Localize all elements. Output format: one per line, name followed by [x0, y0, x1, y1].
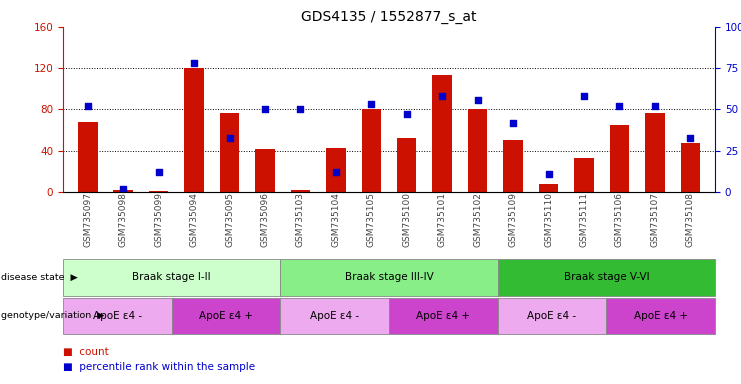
Text: GSM735107: GSM735107: [651, 192, 659, 247]
Bar: [255, 149, 275, 192]
Text: Braak stage I-II: Braak stage I-II: [133, 272, 211, 283]
Text: Braak stage III-IV: Braak stage III-IV: [345, 272, 433, 283]
Point: [224, 134, 236, 141]
Bar: [326, 147, 345, 192]
Bar: [498, 298, 606, 334]
Bar: [290, 190, 310, 192]
Text: ■  count: ■ count: [63, 347, 109, 357]
Text: GSM735097: GSM735097: [83, 192, 93, 247]
Text: GSM735102: GSM735102: [473, 192, 482, 247]
Point: [294, 106, 306, 113]
Bar: [149, 191, 168, 192]
Bar: [433, 75, 452, 192]
Text: GSM735098: GSM735098: [119, 192, 127, 247]
Bar: [220, 113, 239, 192]
Point: [685, 134, 697, 141]
Text: GSM735109: GSM735109: [508, 192, 517, 247]
Bar: [389, 298, 498, 334]
Text: ApoE ε4 -: ApoE ε4 -: [310, 311, 359, 321]
Text: GSM735104: GSM735104: [331, 192, 340, 247]
Bar: [503, 141, 523, 192]
Text: GSM735108: GSM735108: [685, 192, 695, 247]
Text: ApoE ε4 +: ApoE ε4 +: [416, 311, 471, 321]
Bar: [185, 68, 204, 192]
Bar: [468, 109, 488, 192]
Bar: [539, 184, 558, 192]
Text: disease state  ▶: disease state ▶: [1, 273, 79, 282]
Bar: [680, 144, 700, 192]
Bar: [498, 259, 715, 296]
Text: GSM735096: GSM735096: [261, 192, 270, 247]
Text: ApoE ε4 -: ApoE ε4 -: [93, 311, 142, 321]
Bar: [606, 298, 715, 334]
Text: GSM735105: GSM735105: [367, 192, 376, 247]
Text: GSM735106: GSM735106: [615, 192, 624, 247]
Text: GSM735111: GSM735111: [579, 192, 588, 247]
Text: GSM735110: GSM735110: [544, 192, 553, 247]
Text: ApoE ε4 -: ApoE ε4 -: [528, 311, 576, 321]
Point: [188, 60, 200, 66]
Bar: [397, 138, 416, 192]
Point: [117, 185, 129, 192]
Bar: [63, 259, 280, 296]
Point: [614, 103, 625, 109]
Point: [82, 103, 93, 109]
Text: GSM735100: GSM735100: [402, 192, 411, 247]
Bar: [280, 298, 389, 334]
Bar: [610, 125, 629, 192]
Text: ApoE ε4 +: ApoE ε4 +: [634, 311, 688, 321]
Point: [401, 111, 413, 118]
Bar: [172, 298, 280, 334]
Point: [472, 96, 484, 103]
Bar: [78, 122, 98, 192]
Text: genotype/variation  ▶: genotype/variation ▶: [1, 311, 105, 320]
Text: ■  percentile rank within the sample: ■ percentile rank within the sample: [63, 362, 255, 372]
Bar: [280, 259, 498, 296]
Bar: [645, 113, 665, 192]
Text: GSM735101: GSM735101: [438, 192, 447, 247]
Bar: [574, 158, 594, 192]
Point: [153, 169, 165, 175]
Bar: [63, 298, 172, 334]
Point: [507, 119, 519, 126]
Point: [542, 171, 554, 177]
Text: GSM735094: GSM735094: [190, 192, 199, 247]
Bar: [113, 190, 133, 192]
Point: [578, 93, 590, 99]
Title: GDS4135 / 1552877_s_at: GDS4135 / 1552877_s_at: [302, 10, 476, 25]
Bar: [362, 109, 381, 192]
Text: GSM735095: GSM735095: [225, 192, 234, 247]
Point: [649, 103, 661, 109]
Point: [365, 101, 377, 108]
Text: ApoE ε4 +: ApoE ε4 +: [199, 311, 253, 321]
Text: GSM735103: GSM735103: [296, 192, 305, 247]
Point: [436, 93, 448, 99]
Text: Braak stage V-VI: Braak stage V-VI: [564, 272, 649, 283]
Point: [259, 106, 271, 113]
Point: [330, 169, 342, 175]
Text: GSM735099: GSM735099: [154, 192, 163, 247]
